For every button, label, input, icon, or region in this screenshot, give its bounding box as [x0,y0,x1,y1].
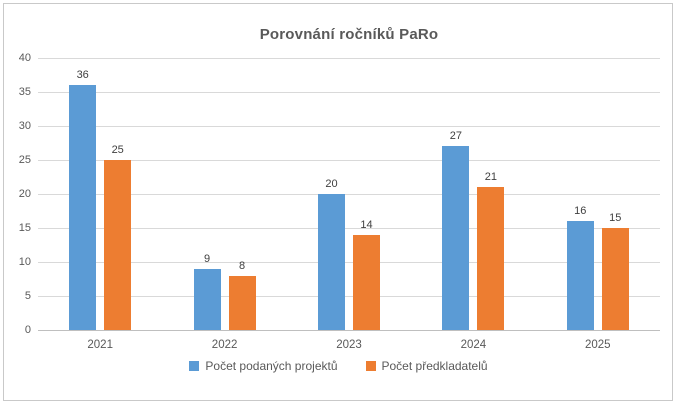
data-label: 16 [574,205,587,218]
bar-series2-2024 [477,187,505,330]
bar-series1-2024 [442,146,470,330]
y-axis-tick-label: 30 [18,120,31,132]
bar-series2-2022 [228,275,256,330]
y-axis-tick-label: 25 [18,154,31,166]
bar-series1-2023 [318,194,345,330]
data-label: 15 [609,212,622,224]
legend: Počet podaných projektů Počet předkladate… [0,359,677,373]
bar-series1-2022 [193,268,221,330]
x-axis-line [38,330,660,331]
gridline [38,58,660,59]
x-axis-label: 2022 [211,339,238,351]
y-axis-tick-label: 15 [18,222,31,234]
gridline [38,160,660,161]
y-axis-tick-label: 0 [24,324,31,336]
legend-item-series1: Počet podaných projektů [189,359,338,373]
x-axis-label: 2021 [87,339,113,351]
gridline [38,228,660,229]
data-label: 21 [484,171,498,184]
gridline [38,296,660,297]
data-label: 27 [449,130,463,143]
bar-series2-2021 [104,160,132,330]
gridline [38,126,660,127]
gridline [38,92,660,93]
bar-series1-2021 [69,85,97,330]
bar-series2-2023 [353,234,380,330]
y-axis-tick-label: 40 [18,52,31,64]
data-label: 14 [360,218,373,231]
chart-title: Porovnání ročníků PaRo [259,26,439,43]
legend-swatch-icon [189,361,200,371]
y-axis-tick-label: 35 [18,86,31,98]
gridline [38,194,660,195]
x-axis-label: 2024 [460,339,487,351]
legend-swatch-icon [365,361,376,371]
x-axis-label: 2025 [585,339,611,351]
data-label: 36 [76,69,89,82]
data-label: 9 [204,252,211,265]
y-axis-tick-label: 10 [18,256,31,268]
legend-item-series2: Počet předkladatelů [365,359,488,373]
bar-series1-2025 [566,221,594,330]
bar-series2-2025 [601,228,629,330]
plot-area: 36 25 9 8 20 14 27 21 16 15 [38,58,660,331]
gridline [38,262,660,263]
data-label: 20 [325,178,338,190]
data-label: 8 [239,259,246,272]
y-axis-tick-label: 20 [18,188,31,200]
data-label: 25 [111,144,124,156]
y-axis-tick-label: 5 [24,290,31,302]
legend-label: Počet podaných projektů [205,359,338,373]
legend-label: Počet předkladatelů [381,359,488,373]
x-axis-label: 2023 [336,339,362,351]
